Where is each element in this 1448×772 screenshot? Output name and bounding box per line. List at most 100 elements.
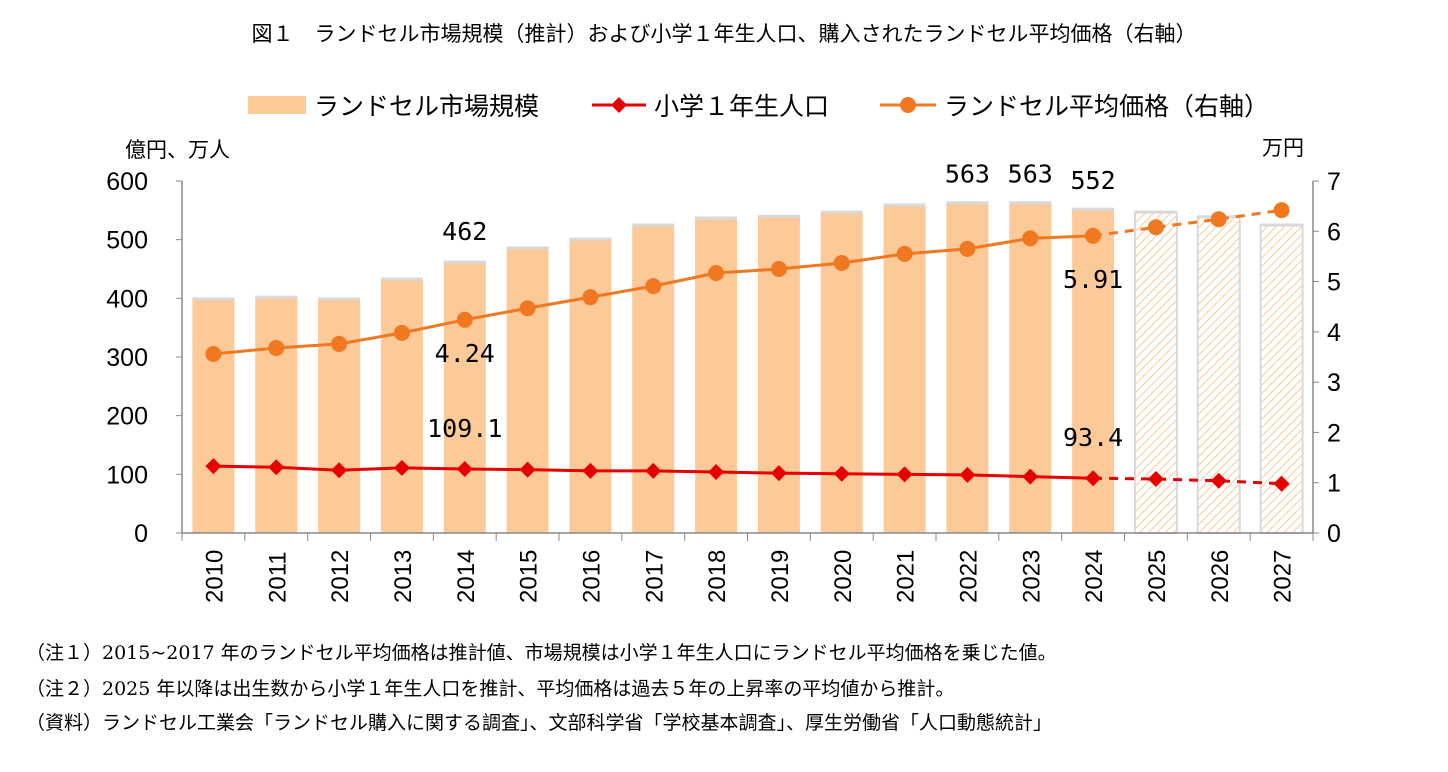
price-point-2010 — [205, 345, 222, 362]
x-tick-label: 2026 — [1207, 550, 1234, 603]
price-point-2014 — [456, 311, 473, 328]
data-label: 93.4 — [1063, 423, 1123, 452]
circle-series-projection — [1092, 208, 1282, 238]
population-point-2015 — [519, 461, 536, 478]
price-point-2022 — [959, 240, 976, 257]
x-tick-label: 2015 — [516, 550, 543, 603]
population-point-2018 — [708, 463, 725, 480]
right-tick-label: 7 — [1327, 168, 1341, 196]
bar-2014 — [443, 261, 486, 533]
x-tick-label: 2024 — [1081, 550, 1108, 603]
data-label: 4.24 — [435, 339, 495, 368]
price-point-2023 — [1022, 230, 1039, 247]
population-point-2013 — [393, 459, 410, 476]
x-tick-label: 2021 — [893, 550, 920, 603]
population-point-2026 — [1210, 472, 1227, 489]
price-point-2025 — [1147, 219, 1164, 236]
data-label: 563 — [945, 160, 990, 189]
population-point-2022 — [959, 466, 976, 483]
x-tick-label: 2011 — [264, 551, 291, 603]
price-point-2013 — [393, 324, 410, 341]
x-tick-label: 2025 — [1144, 550, 1171, 603]
legend-diamond-icon — [611, 97, 627, 113]
note-2: （注２）2025 年以降は出生数から小学１年生人口を推計、平均価格は過去５年の上… — [26, 678, 955, 700]
legend-label: ランドセル平均価格（右軸） — [944, 93, 1269, 121]
price-point-2018 — [708, 265, 725, 282]
price-point-2017 — [645, 278, 662, 295]
chart: 0 100 200 300 400 500 600 0 1 2 3 4 5 6 7 億円、万人 万円 2010 20… — [106, 93, 1341, 603]
price-point-2026 — [1210, 211, 1227, 228]
legend-label: 小学１年生人口 — [654, 93, 829, 121]
population-point-2014 — [456, 460, 473, 477]
population-point-2017 — [645, 462, 662, 479]
price-point-2020 — [833, 254, 850, 271]
x-tick-label: 2014 — [453, 550, 480, 603]
population-point-2012 — [331, 462, 348, 479]
population-point-2027 — [1273, 475, 1290, 492]
x-tick-label: 2018 — [704, 550, 731, 603]
population-point-2025 — [1147, 471, 1164, 488]
right-tick-label: 6 — [1327, 218, 1341, 246]
population-point-2011 — [268, 459, 285, 476]
x-tick-label: 2016 — [578, 550, 605, 603]
right-tick-label: 3 — [1327, 369, 1341, 397]
x-tick-label: 2012 — [327, 550, 354, 603]
population-point-2020 — [833, 465, 850, 482]
price-point-2021 — [896, 245, 913, 262]
data-label: 109.1 — [427, 414, 502, 443]
left-tick-label: 200 — [106, 403, 148, 431]
population-point-2024 — [1085, 470, 1102, 487]
bar-2015 — [506, 247, 549, 533]
x-tick-label: 2019 — [767, 550, 794, 603]
population-point-2019 — [770, 465, 787, 482]
right-tick-label: 1 — [1327, 470, 1341, 498]
bar-2011 — [255, 297, 298, 533]
data-label: 5.91 — [1063, 265, 1123, 294]
left-tick-label: 0 — [134, 520, 148, 548]
source-note: （資料）ランドセル工業会「ランドセル購入に関する調査」、文部科学省「学校基本調査… — [26, 712, 1053, 734]
population-point-2021 — [896, 466, 913, 483]
price-point-2027 — [1273, 202, 1290, 219]
price-point-2015 — [519, 300, 536, 317]
x-tick-label: 2027 — [1270, 550, 1297, 603]
price-point-2016 — [582, 289, 599, 306]
right-tick-label: 5 — [1327, 269, 1341, 297]
bar-2010 — [192, 298, 235, 533]
right-tick-label: 2 — [1327, 419, 1341, 447]
price-point-2012 — [331, 335, 348, 352]
data-label: 563 — [1008, 160, 1053, 189]
chart-title: 図１ ランドセル市場規模（推計）および小学１年生人口、購入されたランドセル平均価… — [251, 22, 1197, 46]
legend-bar-swatch — [248, 96, 306, 114]
legend-circle-icon — [900, 97, 916, 113]
left-tick-label: 300 — [106, 344, 148, 372]
right-tick-label: 4 — [1327, 319, 1341, 347]
left-tick-label: 100 — [106, 461, 148, 489]
x-tick-label: 2013 — [390, 550, 417, 603]
x-tick-label: 2022 — [955, 550, 982, 603]
left-axis-label: 億円、万人 — [125, 139, 230, 162]
bar-2013 — [380, 278, 423, 533]
population-point-2010 — [205, 458, 222, 475]
price-point-2019 — [770, 261, 787, 277]
bar-2012 — [318, 298, 361, 533]
legend-label: ランドセル市場規模 — [314, 93, 539, 121]
left-tick-label: 400 — [106, 285, 148, 313]
diamond-series-projection — [1093, 476, 1282, 486]
x-tick-label: 2017 — [641, 550, 668, 603]
note-1: （注１）2015~2017 年のランドセル平均価格は推計値、市場規模は小学１年生… — [26, 642, 1057, 664]
bar-2016 — [569, 239, 612, 533]
x-tick-label: 2010 — [201, 550, 228, 603]
price-point-2011 — [268, 339, 285, 356]
left-tick-label: 600 — [106, 168, 148, 196]
bar-2017 — [632, 225, 675, 533]
x-tick-label: 2020 — [830, 550, 857, 603]
population-point-2016 — [582, 462, 599, 479]
data-label: 552 — [1071, 166, 1116, 195]
price-point-2024 — [1085, 227, 1102, 244]
x-tick-label: 2023 — [1018, 550, 1045, 603]
population-point-2023 — [1022, 468, 1039, 485]
right-axis-label: 万円 — [1262, 137, 1304, 160]
left-tick-label: 500 — [106, 227, 148, 255]
right-tick-label: 0 — [1327, 520, 1341, 548]
data-label: 462 — [442, 217, 487, 246]
